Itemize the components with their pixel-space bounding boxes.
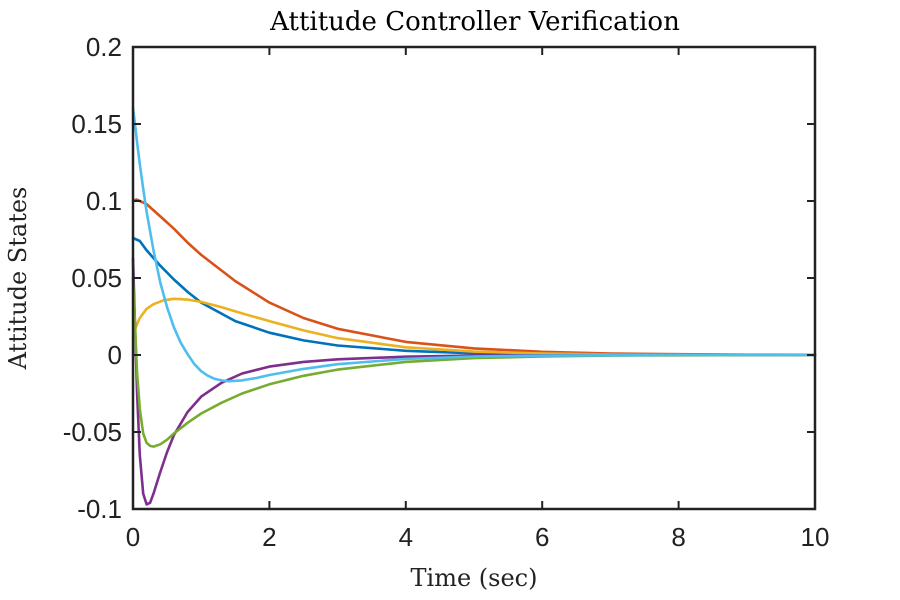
x-tick-label: 6 [535,522,549,552]
y-tick-label: 0.05 [71,263,122,293]
x-axis-label: Time (sec) [411,564,538,592]
tick-layer [132,46,816,510]
plot-frame [131,45,817,511]
chart-title: Attitude Controller Verification [269,7,680,37]
series-line-6 [131,107,817,383]
series-line-5 [131,276,817,448]
y-tick-label: 0 [108,340,122,370]
series-layer [131,107,817,506]
x-tick-label: 4 [399,522,413,552]
y-tick-label: -0.05 [63,417,122,447]
y-tick-labels: -0.1 -0.05 0 0.05 0.1 0.15 0.2 [63,32,122,524]
x-tick-label: 8 [671,522,685,552]
x-tick-label: 0 [126,522,140,552]
series-line-4 [131,256,817,506]
y-axis-label: Attitude States [4,187,32,371]
series-line-2 [131,198,817,357]
x-tick-label: 10 [801,522,830,552]
y-tick-label: 0.2 [86,32,122,62]
x-tick-label: 2 [262,522,276,552]
y-tick-label: 0.15 [71,109,122,139]
series-line-1 [131,236,817,357]
y-tick-label: 0.1 [86,186,122,216]
y-tick-label: -0.1 [77,494,122,524]
x-tick-labels: 0 2 4 6 8 10 [126,522,830,552]
series-line-3 [131,297,817,357]
